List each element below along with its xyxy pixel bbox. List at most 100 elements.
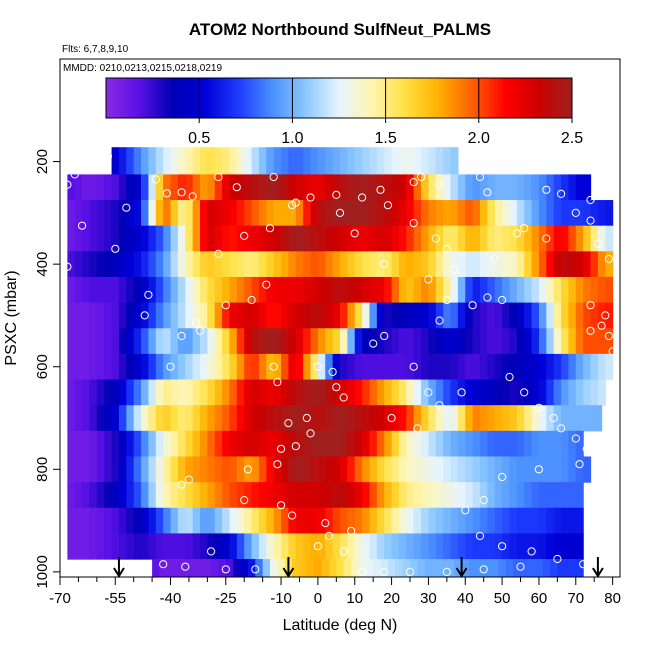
heatmap-cell <box>82 482 91 509</box>
heatmap-cell <box>200 302 208 329</box>
heatmap-cell <box>487 507 496 534</box>
heatmap-cell <box>531 200 540 227</box>
heatmap-cell <box>398 200 407 227</box>
heatmap-cell <box>546 276 555 304</box>
heatmap-cell <box>465 174 474 201</box>
sample-point <box>380 260 389 269</box>
x-tick-label: 10 <box>346 590 363 607</box>
heatmap-cell <box>67 174 76 201</box>
heatmap-cell <box>273 507 282 534</box>
heatmap-cell <box>155 302 164 329</box>
heatmap-cell <box>516 533 525 560</box>
heatmap-cell <box>155 379 164 406</box>
heatmap-cell <box>148 507 157 534</box>
heatmap-cell <box>502 302 511 329</box>
heatmap-cell <box>524 225 533 252</box>
heatmap-cell <box>398 225 407 252</box>
heatmap-cell <box>406 430 415 458</box>
heatmap-cell <box>96 482 105 509</box>
heatmap-cell <box>354 328 363 355</box>
heatmap-cell <box>538 353 547 381</box>
heatmap-cell <box>207 533 216 560</box>
heatmap-cell <box>369 379 378 406</box>
heatmap-cell <box>170 328 179 355</box>
heatmap-cell <box>192 200 201 227</box>
heatmap-cell <box>391 276 400 304</box>
latitude-arrow <box>592 557 604 578</box>
heatmap-cell <box>553 430 562 458</box>
heatmap-cell <box>605 200 614 227</box>
heatmap-cell <box>288 507 297 534</box>
heatmap-cell <box>465 430 474 458</box>
sample-point <box>516 562 525 571</box>
x-tick-label: 30 <box>420 590 437 607</box>
heatmap-cell <box>126 276 135 304</box>
heatmap-cell <box>266 379 275 406</box>
heatmap-cell <box>236 200 245 227</box>
heatmap-cell <box>561 200 570 227</box>
heatmap-cell <box>413 482 422 509</box>
heatmap-cell <box>170 430 179 458</box>
heatmap-cell <box>155 430 164 458</box>
heatmap-cell <box>369 225 378 252</box>
heatmap-cell <box>133 379 142 406</box>
sample-point <box>457 388 466 397</box>
heatmap-cell <box>177 251 186 278</box>
heatmap-cell <box>214 353 223 381</box>
heatmap-cell <box>605 225 614 252</box>
heatmap-cell <box>365 559 374 577</box>
heatmap-cell <box>295 456 304 483</box>
heatmap-cell <box>177 533 186 560</box>
heatmap-cell <box>185 507 194 534</box>
heatmap-cell <box>214 276 223 304</box>
heatmap-cell <box>354 405 363 432</box>
heatmap-cell <box>480 302 488 329</box>
heatmap-cell <box>398 353 407 381</box>
sample-point <box>479 565 488 574</box>
heatmap-cell <box>163 174 172 201</box>
heatmap-cell <box>126 405 135 432</box>
heatmap-cell <box>222 225 231 252</box>
sample-point <box>232 183 241 192</box>
colorbar-tick-label: 0.5 <box>188 130 210 147</box>
heatmap-cell <box>303 174 312 201</box>
heatmap-cell <box>229 328 238 355</box>
heatmap-cell <box>148 482 157 509</box>
sample-point <box>159 560 168 569</box>
heatmap-cell <box>480 174 488 201</box>
heatmap-cell <box>413 533 422 560</box>
heatmap-cell <box>303 200 312 227</box>
heatmap-cell <box>310 225 319 252</box>
heatmap-cell <box>303 353 312 381</box>
heatmap-cell <box>428 302 437 329</box>
sample-point <box>512 229 521 238</box>
heatmap-cell <box>516 405 525 432</box>
heatmap-cell <box>354 276 363 304</box>
heatmap-cell <box>516 302 525 329</box>
heatmap-cell <box>126 174 135 201</box>
heatmap-cell <box>332 174 341 201</box>
heatmap-cell <box>126 200 135 227</box>
sample-point <box>534 465 544 474</box>
heatmap-cell <box>211 559 220 577</box>
heatmap-cell <box>376 328 385 355</box>
heatmap-cell <box>542 559 551 577</box>
sample-point <box>369 339 378 348</box>
heatmap-cell <box>251 147 260 175</box>
sample-point <box>435 180 444 189</box>
heatmap-cell <box>89 507 98 534</box>
heatmap-cell <box>258 405 267 432</box>
heatmap-cell <box>546 328 555 355</box>
heatmap-cell <box>281 200 290 227</box>
heatmap-cell <box>568 482 577 509</box>
heatmap-cell <box>362 379 371 406</box>
heatmap-cell <box>443 456 452 483</box>
heatmap-cell <box>406 507 415 534</box>
heatmap-cell <box>465 225 474 252</box>
heatmap-cell <box>310 276 319 304</box>
heatmap-cell <box>251 251 260 278</box>
heatmap-cell <box>214 379 223 406</box>
heatmap-cell <box>561 276 570 304</box>
heatmap-cell <box>74 174 83 201</box>
